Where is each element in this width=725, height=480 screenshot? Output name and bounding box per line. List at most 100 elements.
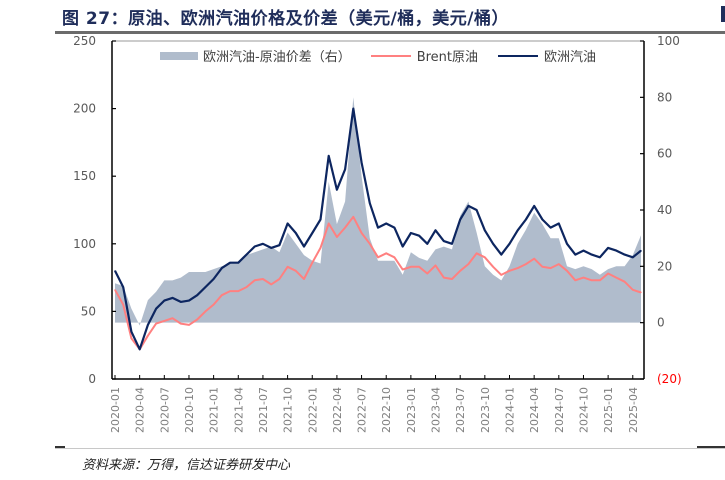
x-tick-label: 2020-04: [134, 387, 147, 433]
legend-item-spread: 欧洲汽油-原油价差（右）: [160, 46, 351, 65]
brent-line-point: [311, 262, 313, 264]
right-tick-label: 100: [657, 34, 680, 48]
brent-line-point: [467, 263, 469, 265]
brent-line-point: [130, 337, 132, 339]
legend-label-brent: Brent原油: [416, 50, 479, 65]
gasoline-line-point: [640, 250, 642, 252]
brent-line-point: [393, 256, 395, 258]
gasoline-line-point: [624, 254, 626, 256]
left-tick-label: 150: [73, 169, 96, 183]
x-tick-label: 2024-07: [553, 387, 566, 433]
gasoline-line-point: [385, 222, 387, 225]
brent-line-point: [599, 279, 601, 281]
brent-line-point: [591, 279, 593, 281]
gasoline-line-point: [147, 324, 149, 326]
gasoline-line-point: [278, 244, 280, 246]
spread-area: [115, 97, 641, 326]
legend-item-gasoline: 欧洲汽油: [498, 46, 596, 65]
gasoline-line-point: [434, 229, 437, 231]
brent-line-point: [369, 243, 371, 245]
brent-line-point: [640, 291, 642, 294]
brent-line-point: [155, 323, 157, 325]
gasoline-line-point: [171, 297, 174, 299]
gasoline-line-point: [114, 270, 116, 272]
gasoline-line-point: [328, 155, 330, 157]
legend-item-brent: Brent原油: [370, 46, 479, 65]
brent-line-point: [434, 264, 437, 266]
brent-line-point: [410, 266, 412, 268]
brent-line-point: [352, 216, 354, 218]
source-note: 资料来源：万得，信达证券研发中心: [82, 458, 291, 473]
x-tick-label: 2021-07: [257, 387, 270, 433]
gasoline-line-point: [582, 250, 585, 252]
x-tick-label: 2021-04: [232, 387, 245, 433]
gasoline-line-point: [550, 227, 552, 229]
brent-line-point: [213, 304, 215, 306]
right-tick-label: (20): [657, 372, 682, 386]
gasoline-line-point: [558, 222, 560, 225]
gasoline-line-point: [517, 229, 519, 231]
gasoline-line-point: [295, 232, 297, 234]
footer-divider: [55, 448, 725, 449]
gasoline-line-point: [303, 245, 305, 248]
gasoline-line-point: [591, 254, 593, 256]
brent-line-point: [196, 318, 198, 321]
brent-line-point: [377, 256, 379, 258]
legend-label-spread: 欧洲汽油-原油价差（右）: [203, 50, 351, 65]
brent-line-point: [278, 278, 280, 280]
gasoline-line-point: [287, 222, 289, 225]
gasoline-line-point: [163, 300, 165, 302]
brent-line-point: [361, 232, 363, 234]
brent-line-point: [295, 270, 297, 272]
brent-line-point: [476, 252, 478, 254]
x-tick-label: 2024-04: [528, 387, 541, 433]
spread-area-layer: [115, 97, 641, 326]
x-tick-label: 2024-10: [578, 387, 591, 433]
x-tick-label: 2025-04: [627, 387, 640, 433]
gasoline-line-point: [311, 232, 313, 234]
x-tick-label: 2020-07: [158, 387, 171, 433]
lines-layer: [114, 107, 642, 351]
legend-swatch-spread: [160, 51, 198, 60]
x-tick-label: 2020-10: [183, 387, 196, 433]
gasoline-line-point: [237, 262, 239, 264]
gasoline-line-point: [418, 235, 420, 237]
right-tick-label: 40: [657, 203, 672, 217]
gasoline-line-point: [229, 262, 231, 264]
brent-line-point: [303, 278, 305, 280]
gasoline-line-point: [426, 243, 428, 245]
brent-line-point: [566, 270, 568, 272]
axes-layer: [111, 40, 645, 380]
brent-line-point: [163, 320, 165, 322]
left-tick-label: 100: [73, 237, 96, 251]
brent-line-point: [262, 278, 264, 280]
x-tick-label: 2023-04: [430, 387, 443, 433]
brent-line-point: [229, 290, 231, 292]
brent-line-point: [418, 266, 420, 268]
gasoline-line-point: [484, 229, 486, 231]
brent-line-point: [180, 323, 182, 325]
footer-dash-right: [697, 446, 725, 448]
gasoline-line-point: [180, 301, 182, 303]
footer-dash-left: [55, 446, 65, 448]
gasoline-line-point: [369, 202, 371, 204]
brent-line-point: [624, 281, 626, 283]
gasoline-line-point: [122, 286, 124, 288]
brent-line-point: [237, 290, 239, 292]
gasoline-line-point: [615, 250, 617, 252]
brent-line-point: [607, 272, 609, 275]
brent-line-point: [582, 277, 585, 279]
gasoline-line-point: [632, 256, 634, 258]
left-tick-label: 50: [81, 304, 96, 318]
x-tick-label: 2021-10: [282, 387, 295, 433]
left-tick-label: 200: [73, 102, 96, 116]
brent-line-point: [344, 227, 346, 229]
x-tick-label: 2020-01: [109, 387, 122, 433]
gasoline-line-point: [443, 240, 445, 242]
brent-line-point: [254, 279, 256, 281]
brent-line-point: [402, 268, 404, 271]
gasoline-line-point: [139, 348, 141, 350]
brent-line-point: [188, 324, 190, 326]
brent-line-point: [204, 310, 206, 312]
legend: 欧洲汽油-原油价差（右） Brent原油 欧洲汽油: [160, 46, 616, 65]
